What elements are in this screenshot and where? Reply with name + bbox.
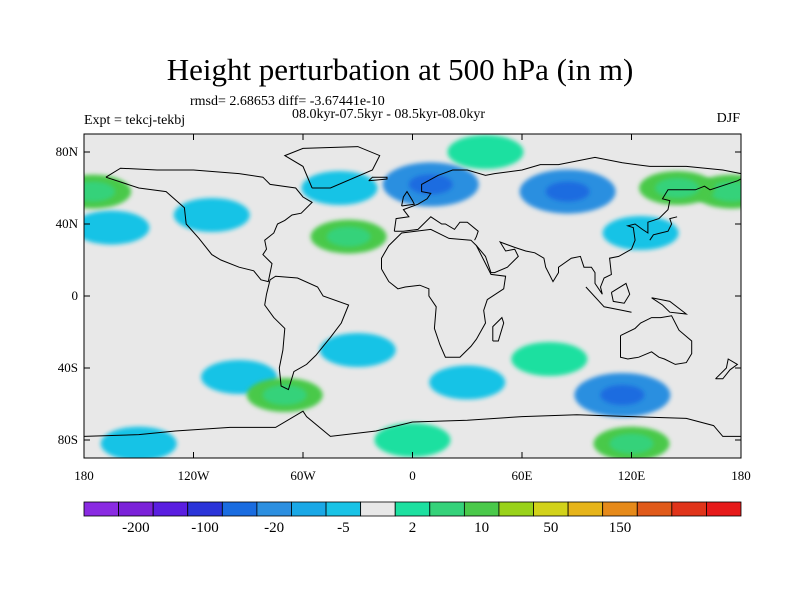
coastline	[620, 315, 693, 365]
lon-tick-label: 180	[74, 468, 94, 483]
colorbar-swatch	[602, 501, 638, 517]
coastline	[651, 297, 689, 315]
stats-line: rmsd= 2.68653 diff= -3.67441e-10	[190, 94, 385, 109]
anomaly-blob	[301, 171, 378, 205]
colorbar-label: 2	[408, 520, 417, 536]
anomaly-core	[84, 181, 116, 202]
lon-tick-label: 0	[409, 468, 416, 483]
lon-tick-label: 180	[731, 468, 751, 483]
anomaly-core	[545, 181, 590, 202]
colorbar-swatch	[533, 501, 569, 517]
lon-tick-label: 60W	[290, 468, 316, 483]
colorbar-swatch	[706, 501, 742, 517]
anomaly-blob	[602, 216, 679, 250]
coastline	[264, 275, 350, 391]
colorbar-swatch	[256, 501, 292, 517]
coastline	[715, 358, 739, 380]
lat-tick-label: 0	[71, 288, 79, 303]
coastlines	[84, 146, 741, 437]
anomaly-core	[408, 174, 453, 195]
coastline	[476, 178, 741, 295]
colorbar-label: 150	[608, 520, 632, 536]
colorbar-swatch	[187, 501, 223, 517]
coastline	[283, 146, 381, 189]
colorbar-label: -100	[191, 520, 219, 536]
colorbar	[83, 501, 742, 517]
anomaly-blob	[84, 210, 150, 245]
colorbar-label: 10	[474, 520, 490, 536]
colorbar-label: -20	[264, 520, 285, 536]
lon-tick-label: 60E	[511, 468, 533, 483]
anomaly-core	[326, 226, 371, 247]
axis-ticks	[83, 134, 742, 458]
coastline	[393, 156, 741, 232]
coastline	[368, 176, 388, 182]
anomaly-blob	[511, 342, 588, 376]
colorbar-swatch	[291, 501, 327, 517]
colorbar-swatch	[118, 501, 154, 517]
anomaly-core	[655, 178, 700, 198]
colorbar-swatch	[498, 501, 534, 517]
anomaly-field	[84, 135, 741, 458]
lat-tick-label: 40N	[55, 216, 78, 231]
colorbar-swatch	[221, 501, 258, 517]
anomaly-blob	[173, 198, 250, 232]
anomaly-core	[262, 385, 307, 405]
coastline	[105, 167, 313, 283]
colorbar-swatch	[463, 501, 500, 517]
colorbar-swatch	[325, 501, 362, 517]
anomaly-blob	[447, 135, 524, 169]
anomaly-core	[609, 433, 654, 454]
anomaly-core	[709, 181, 741, 202]
experiment-label: Expt = tekcj-tekbj	[84, 113, 186, 128]
lat-tick-label: 40S	[57, 360, 78, 375]
coastline	[401, 190, 416, 207]
coastline	[585, 286, 632, 313]
lon-tick-label: 120W	[177, 468, 210, 483]
colorbar-swatch	[636, 501, 673, 517]
anomaly-blob	[429, 365, 506, 400]
coastline	[649, 216, 678, 241]
anomaly-blob	[100, 426, 177, 458]
lat-tick-label: 80N	[55, 144, 78, 159]
colorbar-swatch	[567, 501, 604, 517]
colorbar-label: -200	[122, 520, 150, 536]
lon-tick-label: 120E	[617, 468, 646, 483]
colorbar-swatch	[152, 501, 189, 517]
anomaly-blob	[319, 333, 396, 367]
colorbar-swatch	[83, 501, 119, 517]
lat-tick-label: 80S	[57, 432, 78, 447]
colorbar-swatch	[394, 501, 431, 517]
anomaly-core	[600, 385, 645, 405]
coastline	[381, 228, 507, 358]
chart-title: Height perturbation at 500 hPa (in m)	[166, 52, 634, 87]
colorbar-label: 50	[543, 520, 559, 536]
colorbar-label: -5	[337, 520, 350, 536]
season-label: DJF	[716, 111, 740, 126]
periods-line: 08.0kyr-07.5kyr - 08.5kyr-08.0kyr	[292, 107, 486, 122]
coastline	[610, 282, 631, 304]
colorbar-swatch	[671, 501, 707, 517]
coastline	[492, 316, 505, 342]
coastline	[84, 410, 741, 437]
colorbar-swatch	[429, 501, 465, 517]
colorbar-swatch	[360, 501, 396, 517]
coastline	[394, 216, 479, 241]
anomaly-blob	[374, 423, 451, 457]
